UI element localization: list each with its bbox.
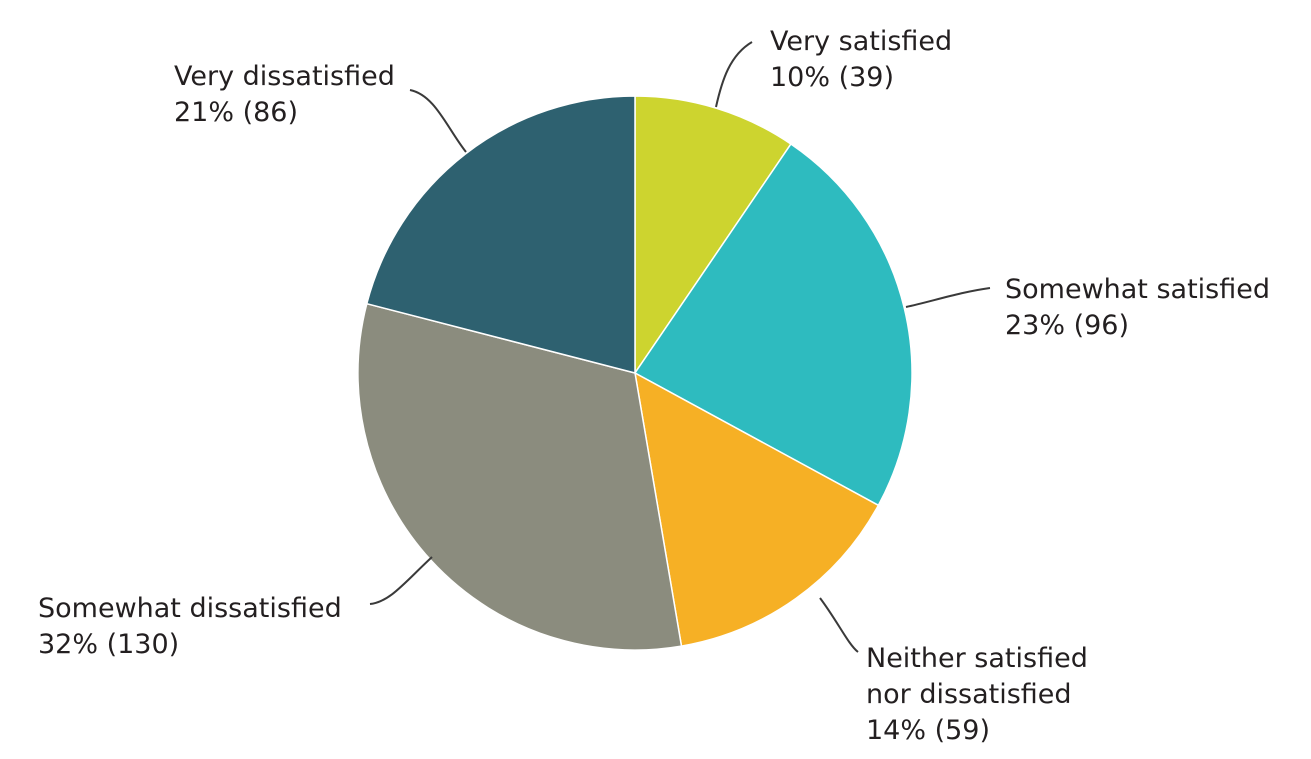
slice-somewhat-satisfied xyxy=(633,142,913,507)
label-neither-value: 14% (59) xyxy=(866,715,990,746)
label-neither: Neither satisfied nor dissatisfied 14% (… xyxy=(866,643,1096,746)
slice-very-dissatisfied xyxy=(365,95,636,374)
label-somewhat-dissatisfied-name: Somewhat dissatisfied xyxy=(38,593,342,624)
leader-line-somewhat-dissatisfied xyxy=(369,556,433,605)
slice-neither xyxy=(634,371,880,647)
leader-line-neither xyxy=(819,597,859,653)
slice-somewhat-dissatisfied xyxy=(357,302,683,651)
pie-slices xyxy=(357,95,913,651)
label-neither-name-line1: Neither satisfied xyxy=(866,643,1088,674)
label-very-satisfied-value: 10% (39) xyxy=(770,62,894,93)
label-somewhat-satisfied-name: Somewhat satisfied xyxy=(1005,274,1270,305)
label-somewhat-dissatisfied-value: 32% (130) xyxy=(38,629,179,660)
label-somewhat-satisfied: Somewhat satisfied 23% (96) xyxy=(1005,274,1279,341)
label-very-dissatisfied-value: 21% (86) xyxy=(174,97,298,128)
label-somewhat-satisfied-value: 23% (96) xyxy=(1005,310,1129,341)
slice-very-satisfied xyxy=(634,95,792,376)
leader-line-very-dissatisfied xyxy=(409,89,467,153)
label-very-satisfied-name: Very satisfied xyxy=(770,26,952,57)
label-neither-name-line2: nor dissatisfied xyxy=(866,679,1072,710)
label-very-dissatisfied: Very dissatisfied 21% (86) xyxy=(174,61,403,128)
label-somewhat-dissatisfied: Somewhat dissatisfied 32% (130) xyxy=(38,593,350,660)
label-very-dissatisfied-name: Very dissatisfied xyxy=(174,61,395,92)
label-very-satisfied: Very satisfied 10% (39) xyxy=(770,26,961,93)
leader-line-somewhat-satisfied xyxy=(905,287,991,308)
leader-lines xyxy=(369,41,991,653)
leader-line-very-satisfied xyxy=(715,41,753,108)
